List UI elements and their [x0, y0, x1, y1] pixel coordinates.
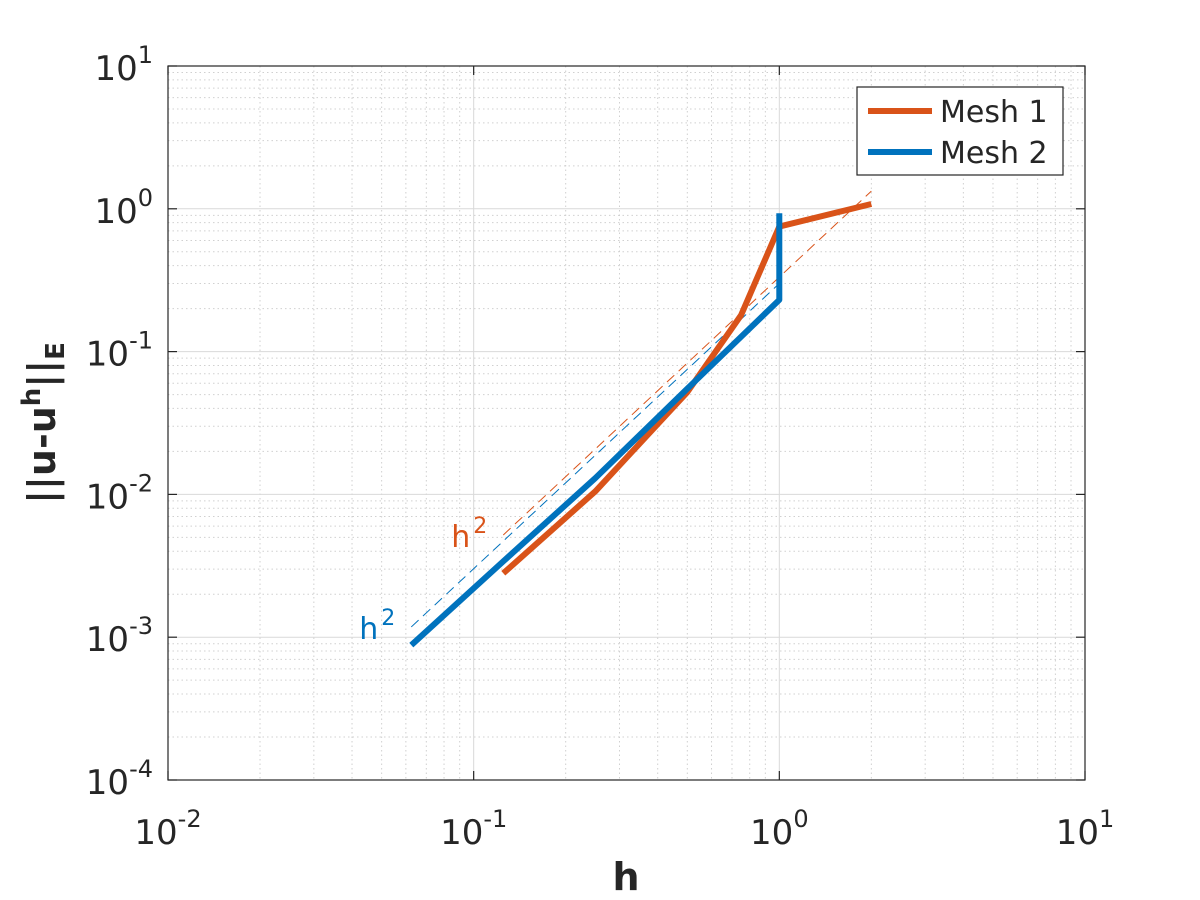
y-tick-label: 101: [94, 41, 153, 89]
legend: Mesh 1 Mesh 2: [856, 86, 1064, 176]
reference-line-1: [502, 190, 872, 536]
plot-axes-box: [167, 65, 1086, 781]
y-axis-label-base: ||u-u: [20, 406, 65, 504]
y-tick-label: 10-2: [86, 469, 153, 517]
y-tick-label: 10-3: [86, 612, 153, 660]
y-axis-label-sub: E: [41, 342, 71, 360]
x-tick-label: 10-1: [440, 805, 507, 853]
reference-lines: [410, 190, 872, 628]
data-series: [409, 201, 873, 648]
y-axis-label: ||u-uh||E: [17, 342, 71, 504]
legend-label-mesh-2: Mesh 2: [940, 136, 1048, 171]
grid: [168, 66, 1085, 780]
x-tick-label: 10-2: [134, 805, 201, 853]
x-tick-label: 101: [1056, 805, 1115, 853]
x-tick-label: 100: [750, 805, 809, 853]
reference-line-2: [410, 283, 780, 628]
legend-box: [856, 86, 1064, 176]
y-tick-label: 10-1: [86, 327, 153, 375]
annotations: h 2 h 2: [359, 514, 487, 647]
y-tick-label: 100: [94, 184, 153, 232]
x-axis-label: h: [612, 855, 639, 899]
y-axis-label-mid: ||: [20, 360, 65, 388]
series-line-mesh-1: [501, 201, 873, 576]
series-line-mesh-2: [409, 213, 783, 648]
legend-label-mesh-1: Mesh 1: [940, 95, 1048, 130]
tick-labels: 10-2 10-1 100 101 10-4 10-3 10-2 10-1 100 101: [86, 41, 1114, 853]
plot-background: [168, 66, 1085, 780]
y-tick-label: 10-4: [86, 755, 153, 803]
y-axis-label-sup: h: [17, 388, 47, 407]
